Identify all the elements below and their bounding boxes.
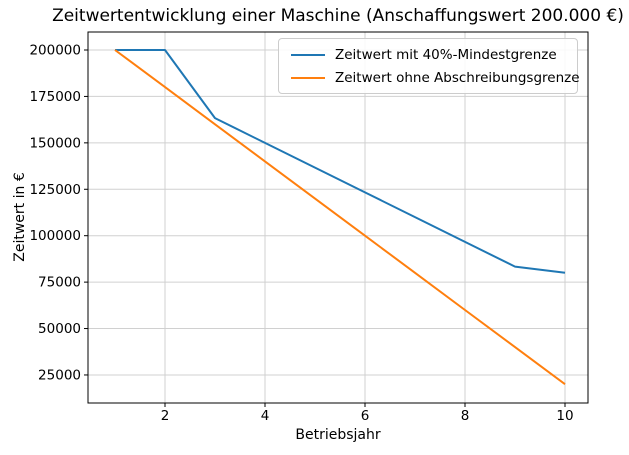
legend-label-no-limit: Zeitwert ohne Abschreibungsgrenze bbox=[335, 69, 580, 86]
legend: Zeitwert mit 40%-Mindestgrenze Zeitwert … bbox=[278, 38, 580, 94]
legend-line-sample-orange bbox=[291, 76, 325, 79]
x-tick-label: 6 bbox=[361, 408, 370, 424]
x-tick-label: 2 bbox=[161, 408, 170, 424]
y-tick-label: 100000 bbox=[29, 228, 81, 244]
y-tick-label: 175000 bbox=[29, 89, 81, 105]
x-tick-label: 8 bbox=[461, 408, 470, 424]
y-tick-label: 125000 bbox=[29, 182, 81, 198]
y-tick-label: 200000 bbox=[29, 43, 81, 59]
series-line-0 bbox=[115, 49, 566, 274]
y-tick-label: 25000 bbox=[38, 367, 81, 383]
y-tick-label: 75000 bbox=[38, 275, 81, 291]
legend-label-min-limit: Zeitwert mit 40%-Mindestgrenze bbox=[335, 46, 557, 63]
x-axis-label: Betriebsjahr bbox=[295, 427, 381, 443]
legend-line-sample-blue bbox=[291, 53, 325, 56]
y-tick-label: 150000 bbox=[29, 135, 81, 151]
chart-title: Zeitwertentwicklung einer Maschine (Ansc… bbox=[52, 6, 624, 26]
x-tick-label: 10 bbox=[556, 408, 573, 424]
plot-spines bbox=[87, 31, 589, 404]
y-axis-label: Zeitwert in € bbox=[12, 172, 28, 262]
x-tick-label: 4 bbox=[261, 408, 270, 424]
series-line-1 bbox=[114, 49, 566, 386]
y-tick-label: 50000 bbox=[38, 321, 81, 337]
legend-entry-min-limit: Zeitwert mit 40%-Mindestgrenze bbox=[291, 43, 567, 66]
legend-entry-no-limit: Zeitwert ohne Abschreibungsgrenze bbox=[291, 66, 580, 89]
